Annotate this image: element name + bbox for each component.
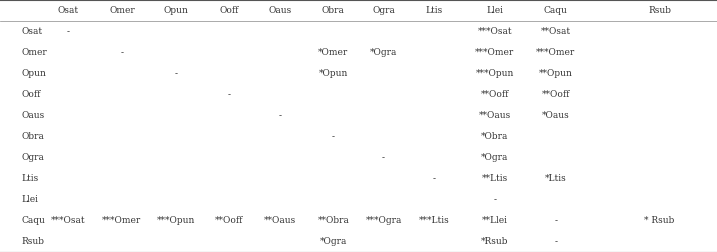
Text: Llei: Llei	[22, 195, 39, 204]
Text: -: -	[554, 237, 557, 246]
Text: *Obra: *Obra	[481, 132, 508, 141]
Text: **Ooff: **Ooff	[541, 90, 570, 99]
Text: **Obra: **Obra	[318, 216, 349, 225]
Text: *Rsub: *Rsub	[481, 237, 508, 246]
Text: -: -	[228, 90, 231, 99]
Text: * Rsub: * Rsub	[645, 216, 675, 225]
Text: -: -	[120, 48, 123, 57]
Text: ***Omer: ***Omer	[475, 48, 514, 57]
Text: -: -	[493, 195, 496, 204]
Text: Oaus: Oaus	[22, 111, 44, 120]
Text: **Llei: **Llei	[482, 216, 508, 225]
Text: Ooff: Ooff	[219, 6, 239, 15]
Text: **Osat: **Osat	[541, 27, 571, 36]
Text: Rsub: Rsub	[22, 237, 44, 246]
Text: Caqu: Caqu	[543, 6, 568, 15]
Text: Ltis: Ltis	[425, 6, 442, 15]
Text: Rsub: Rsub	[648, 6, 671, 15]
Text: -: -	[432, 174, 435, 183]
Text: Osat: Osat	[57, 6, 79, 15]
Text: Opun: Opun	[22, 69, 47, 78]
Text: Omer: Omer	[22, 48, 47, 57]
Text: *Oaus: *Oaus	[542, 111, 569, 120]
Text: Ogra: Ogra	[372, 6, 395, 15]
Text: **Oaus: **Oaus	[264, 216, 295, 225]
Text: Ooff: Ooff	[22, 90, 41, 99]
Text: *Omer: *Omer	[318, 48, 348, 57]
Text: ***Osat: ***Osat	[478, 27, 512, 36]
Text: ***Opun: ***Opun	[475, 69, 514, 78]
Text: -: -	[332, 132, 335, 141]
Text: ***Omer: ***Omer	[103, 216, 141, 225]
Text: -: -	[67, 27, 70, 36]
Text: **Ltis: **Ltis	[482, 174, 508, 183]
Text: ***Ogra: ***Ogra	[366, 216, 402, 225]
Text: -: -	[554, 216, 557, 225]
Text: Llei: Llei	[486, 6, 503, 15]
Text: ***Ltis: ***Ltis	[419, 216, 449, 225]
Text: Ogra: Ogra	[22, 153, 44, 162]
Text: ***Omer: ***Omer	[536, 48, 575, 57]
Text: ***Osat: ***Osat	[51, 216, 85, 225]
Text: -: -	[278, 111, 281, 120]
Text: *Ogra: *Ogra	[320, 237, 347, 246]
Text: Omer: Omer	[109, 6, 135, 15]
Text: *Opun: *Opun	[319, 69, 348, 78]
Text: *Ogra: *Ogra	[370, 48, 397, 57]
Text: Obra: Obra	[22, 132, 44, 141]
Text: Opun: Opun	[163, 6, 188, 15]
Text: **Oaus: **Oaus	[479, 111, 511, 120]
Text: *Ltis: *Ltis	[545, 174, 566, 183]
Text: Osat: Osat	[22, 27, 42, 36]
Text: -: -	[174, 69, 177, 78]
Text: Caqu: Caqu	[22, 216, 45, 225]
Text: Oaus: Oaus	[268, 6, 291, 15]
Text: Obra: Obra	[322, 6, 345, 15]
Text: -: -	[382, 153, 385, 162]
Text: ***Opun: ***Opun	[156, 216, 195, 225]
Text: **Ooff: **Ooff	[215, 216, 244, 225]
Text: **Ooff: **Ooff	[480, 90, 509, 99]
Text: Ltis: Ltis	[22, 174, 39, 183]
Text: *Ogra: *Ogra	[481, 153, 508, 162]
Text: **Opun: **Opun	[538, 69, 573, 78]
